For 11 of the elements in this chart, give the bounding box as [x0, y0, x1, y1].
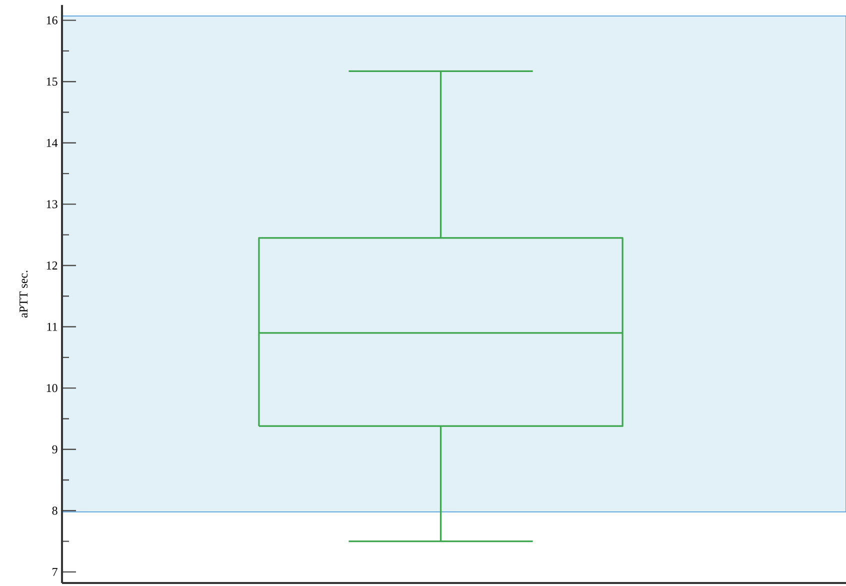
- y-axis-title: aPTT sec.: [20, 270, 28, 318]
- y-tick-label: 8: [52, 506, 58, 515]
- y-tick-label: 12: [46, 262, 58, 270]
- y-tick-label: 7: [52, 568, 58, 576]
- y-tick-label: 14: [46, 138, 58, 147]
- y-tick-label: 16: [46, 16, 58, 24]
- y-tick-label: 15: [46, 78, 58, 86]
- y-tick-label: 9: [52, 445, 58, 454]
- y-tick-label: 13: [46, 200, 58, 208]
- y-tick-label: 10: [46, 384, 58, 392]
- y-tick-label: 11: [47, 322, 58, 331]
